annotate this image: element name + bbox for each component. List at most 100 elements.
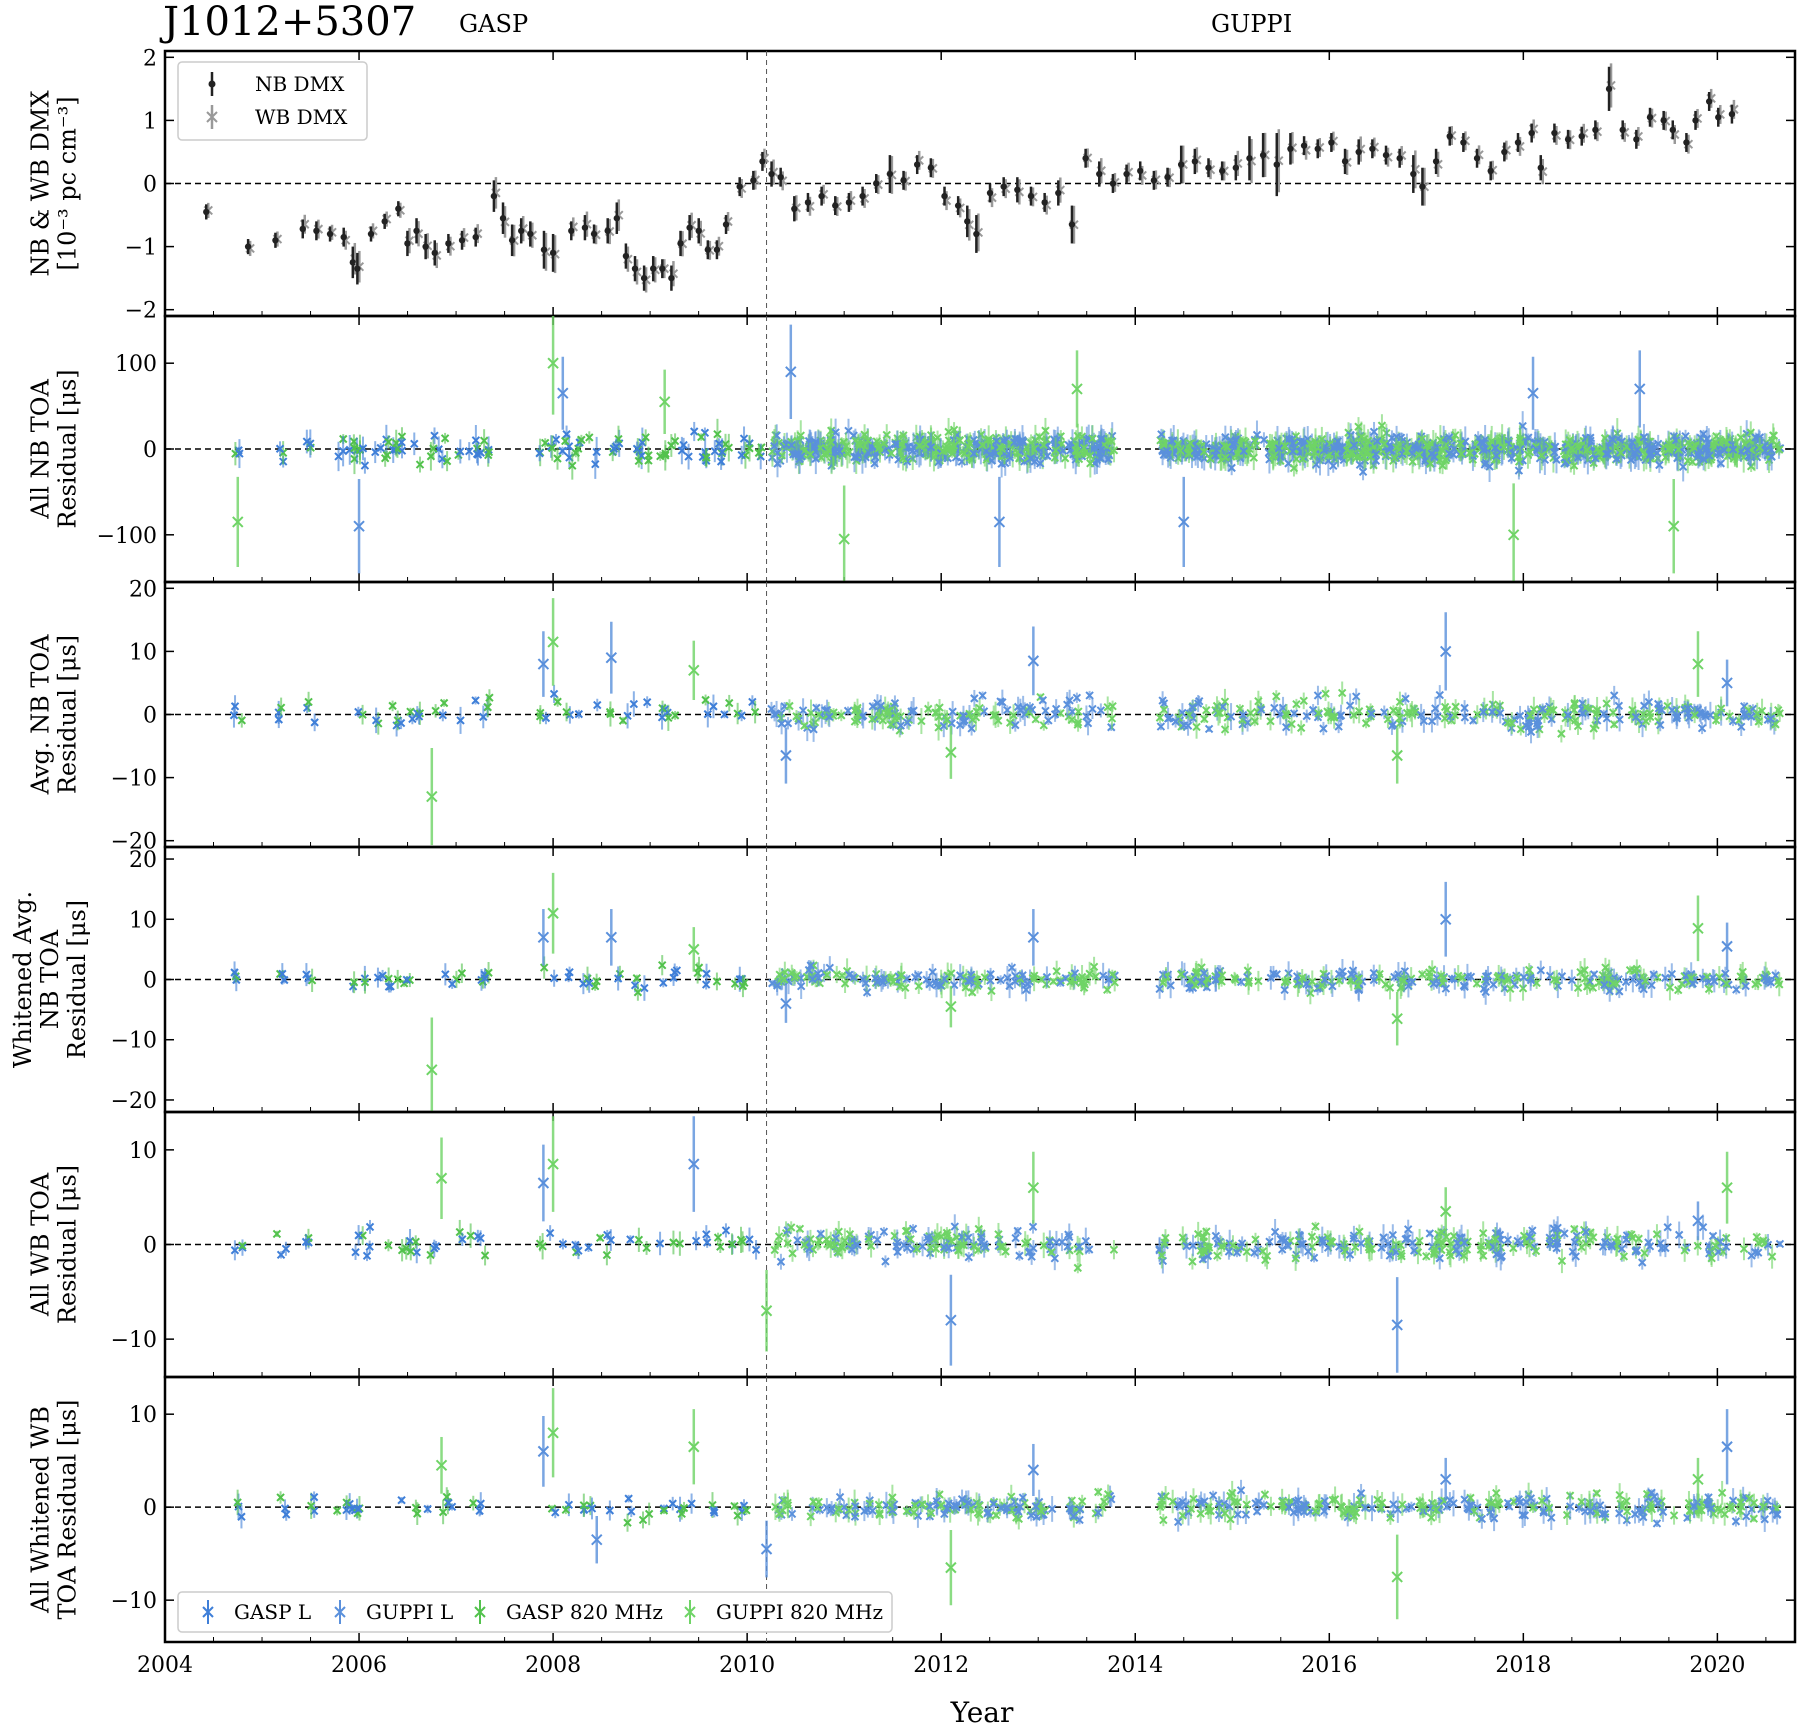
nb-dmx-point [1205,164,1212,171]
point-guppi_l [1743,445,1752,455]
point-guppi_820 [898,454,908,463]
y-tick-label: −100 [97,524,157,549]
point-guppi_l [1532,445,1542,455]
point-guppi_l [1514,466,1524,475]
outlier-point [785,366,797,378]
point-gasp_820 [754,448,764,458]
point-guppi_l [1190,446,1200,455]
point-gasp_l [710,446,720,456]
point-guppi_820 [1408,457,1417,466]
nb-dmx-point [445,240,452,247]
point-gasp_820 [484,447,494,457]
nb-dmx-point [1683,139,1690,146]
point-gasp_l [737,450,746,460]
point-gasp_820 [577,435,586,445]
point-gasp_l [345,445,354,455]
point-gasp_l [558,446,567,456]
point-guppi_820 [1435,455,1445,465]
point-gasp_l [611,442,621,451]
point-guppi_820 [1026,438,1036,448]
nb-dmx-point [1287,145,1294,152]
point-guppi_l [1371,450,1381,459]
point-gasp_820 [442,456,452,466]
nb-dmx-point [1096,170,1103,178]
point-guppi_820 [855,440,865,450]
nb-dmx-point [1259,151,1267,159]
nb-dmx-point [1328,139,1335,146]
point-guppi_820 [1173,439,1183,449]
point-gasp_l [717,447,727,456]
nb-dmx-point [695,227,702,235]
y-axis-label: [10⁻³ pc cm⁻³] [54,96,82,270]
point-guppi_l [1167,436,1177,445]
nb-dmx-point [704,246,712,253]
nb-dmx-point [973,230,980,238]
point-guppi_l [1296,437,1305,446]
nb-dmx-point [750,177,757,184]
nb-dmx-point [326,230,334,238]
point-guppi_l [1162,446,1172,456]
point-guppi_l [1634,453,1643,462]
point-guppi_l [1639,432,1649,442]
point-gasp_820 [350,443,359,453]
point-guppi_820 [920,439,930,449]
point-guppi_l [1227,463,1236,473]
nb-dmx-point [244,243,252,250]
nb-dmx-point [1473,155,1481,162]
y-tick-label: 0 [143,173,157,198]
point-gasp_820 [540,438,550,448]
point-guppi_820 [887,448,896,458]
point-gasp_820 [724,443,734,452]
point-gasp_l [235,449,244,458]
point-guppi_820 [1361,442,1370,451]
point-guppi_l [1476,437,1485,447]
nb-dmx-point [1027,192,1035,200]
nb-dmx-point [299,225,306,233]
point-gasp_820 [561,436,570,446]
nb-dmx-point [1446,132,1453,140]
point-gasp_l [275,444,285,453]
nb-dmx-point [1501,148,1508,156]
point-guppi_l [1058,446,1068,455]
point-guppi_l [1696,446,1705,456]
point-guppi_l [1239,446,1248,456]
point-guppi_l [1608,435,1617,444]
point-guppi_l [951,453,961,462]
nb-dmx-point [1300,142,1308,149]
nb-dmx-point [1369,145,1376,152]
point-guppi_l [1373,436,1382,446]
nb-dmx-point [458,237,466,244]
point-guppi_l [1349,441,1359,450]
nb-dmx-point [1564,136,1572,143]
point-gasp_l [358,444,368,453]
point-guppi_l [1673,453,1682,463]
point-guppi_l [1485,462,1494,471]
nb-dmx-point [518,227,525,235]
nb-dmx-point [1382,151,1390,159]
panel-dmx: −2 −1 0 1 2 NB & WB DMX [10⁻³ pc cm⁻³] [27,46,1797,324]
point-guppi_820 [1665,443,1675,452]
point-guppi_l [1231,435,1241,445]
nb-dmx-point [1218,167,1226,175]
point-gasp_l [535,449,544,458]
point-guppi_l [787,440,796,450]
point-guppi_l [871,452,880,462]
nb-dmx-point [1410,170,1417,178]
nb-dmx-point [272,237,279,244]
point-gasp_l [690,427,699,436]
nb-dmx-point [1164,173,1171,181]
nb-dmx-point [791,205,798,212]
point-guppi_820 [1380,439,1389,448]
nb-dmx-point [1578,132,1585,140]
point-guppi_l [992,436,1001,446]
y-tick-label: 0 [143,438,157,463]
point-guppi_820 [1567,444,1576,453]
y-tick-label: −1 [125,236,157,261]
point-guppi_820 [1079,443,1089,453]
point-guppi_820 [1250,437,1260,446]
point-gasp_820 [641,433,650,442]
point-guppi_l [1288,438,1298,448]
y-axis-label: All NB TOA [27,379,55,520]
point-guppi_l [1561,458,1571,467]
point-guppi_820 [1451,431,1460,440]
